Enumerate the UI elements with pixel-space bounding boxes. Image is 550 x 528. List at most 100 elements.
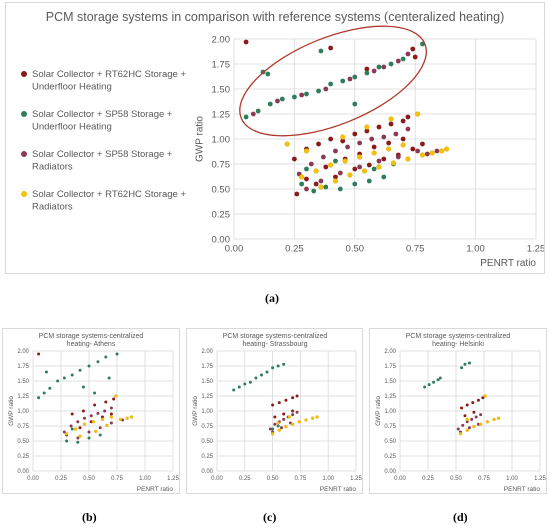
data-point — [337, 170, 343, 176]
y-tick-label: 2.00 — [201, 349, 213, 355]
data-point — [328, 81, 334, 87]
data-point — [316, 141, 321, 147]
data-point — [357, 154, 363, 160]
figure-label-b: (b) — [82, 510, 97, 524]
data-point — [292, 94, 297, 100]
chart-b: PCM storage systems-centralized heating- … — [8, 333, 179, 493]
data-point — [465, 428, 469, 432]
data-point — [271, 403, 275, 407]
chart-title: PCM storage systems-centralized heating- … — [39, 333, 144, 348]
data-point — [100, 415, 104, 419]
x-tick-label: 1.25 — [534, 476, 546, 482]
y-tick-label: 0.00 — [17, 469, 29, 475]
data-point — [352, 131, 358, 137]
legend-label: Solar Collector + RT62HC Storage + Radiat… — [32, 189, 186, 213]
x-tick-label: 0.00 — [27, 476, 39, 482]
data-point — [340, 138, 346, 144]
x-tick-label: 0.75 — [406, 244, 425, 255]
data-point — [94, 429, 98, 434]
data-point — [419, 152, 426, 158]
data-point — [268, 427, 272, 431]
data-point — [311, 188, 317, 194]
data-point — [276, 364, 280, 368]
chart-title: PCM storage systems in comparison with r… — [46, 10, 505, 24]
data-point — [400, 56, 406, 62]
data-point — [364, 124, 370, 130]
data-point — [265, 370, 269, 374]
y-tick-label: 1.50 — [212, 84, 231, 95]
data-point — [410, 46, 416, 52]
x-tick-label: 0.50 — [450, 476, 462, 482]
data-point — [282, 412, 286, 416]
x-tick-label: 1.00 — [139, 476, 151, 482]
data-point — [412, 54, 418, 60]
y-tick-label: 1.25 — [384, 394, 396, 400]
x-tick-label: 1.00 — [466, 244, 485, 255]
data-point — [405, 126, 411, 132]
y-tick-label: 0.75 — [201, 424, 213, 430]
data-point — [340, 78, 346, 84]
data-point — [282, 362, 286, 366]
data-point — [429, 150, 435, 156]
y-tick-label: 1.50 — [201, 379, 213, 385]
data-point — [277, 401, 281, 405]
data-point — [243, 114, 249, 120]
data-point — [118, 417, 123, 422]
data-point — [313, 181, 319, 187]
y-tick-label: 0.50 — [384, 439, 396, 445]
data-point — [320, 154, 326, 160]
data-point — [276, 424, 280, 428]
data-point — [395, 154, 401, 160]
x-tick-label: 0.50 — [267, 476, 279, 482]
data-point — [479, 413, 483, 417]
data-point — [333, 158, 338, 164]
data-point — [438, 376, 442, 380]
data-point — [456, 427, 460, 431]
data-point — [276, 421, 280, 425]
y-axis-label: GWP ratio — [8, 396, 15, 426]
data-point — [279, 426, 283, 430]
data-point — [284, 424, 288, 429]
data-point — [323, 164, 329, 170]
data-point — [125, 416, 129, 420]
data-point — [273, 422, 277, 426]
data-point — [371, 144, 377, 150]
data-point — [65, 439, 69, 443]
legend-marker — [21, 111, 27, 117]
data-point — [93, 391, 97, 395]
y-tick-label: 0.00 — [212, 234, 231, 245]
data-point — [474, 415, 478, 419]
data-point — [470, 417, 474, 421]
data-point — [308, 161, 314, 167]
data-point — [271, 427, 275, 431]
data-point — [390, 160, 397, 166]
legend-label: Solar Collector + SP58 Storage + Underflo… — [32, 109, 173, 133]
data-point — [376, 64, 382, 70]
data-point — [273, 415, 277, 419]
data-point — [81, 409, 85, 413]
y-axis-label: GWP ratio — [192, 396, 199, 426]
y-tick-label: 1.75 — [384, 364, 396, 370]
x-tick-label: 0.25 — [422, 476, 434, 482]
data-point — [361, 168, 368, 174]
data-point — [109, 406, 113, 410]
data-point — [91, 420, 96, 424]
data-point — [78, 434, 82, 438]
data-point — [254, 376, 258, 380]
y-tick-label: 1.50 — [17, 379, 29, 385]
legend-marker — [21, 151, 27, 157]
data-point — [69, 424, 73, 428]
y-tick-label: 1.25 — [212, 109, 231, 120]
data-point — [352, 166, 358, 172]
data-point — [472, 410, 476, 414]
data-point — [323, 86, 329, 92]
y-tick-label: 0.25 — [17, 454, 29, 460]
x-axis-label: PENRT ratio — [504, 486, 541, 493]
data-point — [388, 116, 394, 122]
figure-label-a: (a) — [265, 291, 279, 305]
y-tick-label: 0.25 — [201, 454, 213, 460]
x-tick-label: 0.25 — [55, 476, 67, 482]
data-point — [103, 409, 107, 413]
data-point — [328, 45, 334, 51]
legend-marker — [21, 191, 27, 197]
